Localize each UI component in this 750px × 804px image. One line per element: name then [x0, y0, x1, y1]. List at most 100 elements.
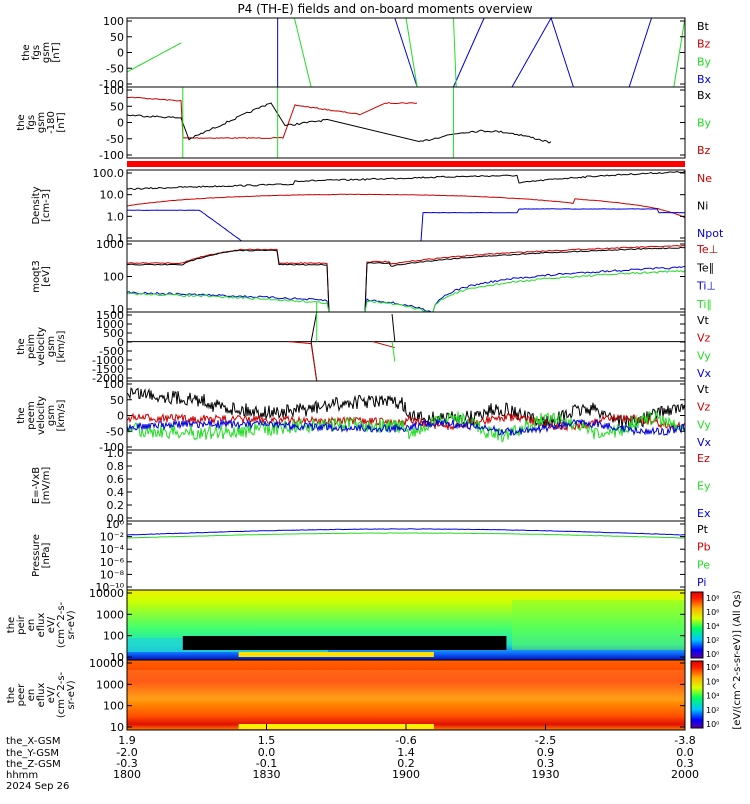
- y-label-line: [nPa]: [41, 542, 52, 568]
- colorbar-tick-label: 10⁰: [706, 720, 719, 729]
- legend-p4-3: Ti∥: [696, 298, 712, 311]
- trace-vx: [126, 418, 686, 436]
- trace-vt: [126, 387, 686, 430]
- y-label-line: fgs: [26, 115, 37, 130]
- colorbar-tick-label: 10⁸: [706, 663, 719, 672]
- y-axis-label: the peem velocity gsm [km/s]: [16, 396, 67, 435]
- y-label-line: Pressure: [31, 534, 42, 577]
- y-tick-label: 1.0: [107, 447, 125, 460]
- x-tick-label-y: 0.9: [537, 746, 555, 759]
- y-tick-label: 10: [110, 651, 124, 664]
- legend-p2-1: By: [697, 117, 712, 130]
- y-tick-label: 10⁻²: [100, 531, 124, 544]
- panel-p3: 100.0 10.0 1.0 0.1 Density [cm-3] Ne Ni Npot: [31, 167, 724, 245]
- y-label-line: eflux: [36, 683, 47, 708]
- y-tick-label: 10⁰: [106, 518, 125, 531]
- x-tick-label-t: 1830: [253, 768, 281, 781]
- figure-title: P4 (TH-E) fields and on-board moments ov…: [237, 2, 532, 16]
- legend-p7-0: Ez: [697, 452, 710, 465]
- y-tick-label: 1.0: [107, 210, 125, 223]
- y-tick-label: 10.0: [100, 189, 125, 202]
- y-tick-label: 100: [103, 271, 124, 284]
- y-label-line: gsm: [36, 112, 47, 133]
- y-label-line: eV/: [46, 686, 57, 703]
- colorbar-tick-label: 10²: [706, 636, 719, 645]
- y-label-line: gsm: [46, 405, 57, 426]
- x-tick-label-z: -0.3: [116, 757, 137, 770]
- legend-p6-2: Vy: [697, 418, 711, 431]
- colorbar-strip: [690, 660, 704, 729]
- y-tick-label: 50: [110, 100, 124, 113]
- spectrogram-gap: [182, 636, 507, 650]
- y-tick-label: 10⁻¹⁰: [95, 581, 124, 594]
- y-axis-label: E=-VxB [mV/m]: [31, 467, 52, 505]
- y-tick-label: 100: [103, 84, 124, 97]
- y-tick-label: -100: [99, 78, 124, 91]
- x-tick-label-z: -0.1: [256, 757, 277, 770]
- colorbar-tick-label: 10⁴: [706, 622, 719, 631]
- legend-p1-2: By: [697, 55, 712, 68]
- colorbar-label-text: [eV/(cm^2-s-sr-eV)] (All Qs): [732, 590, 743, 729]
- panel-p9: 10000 1000 100 10 the peir en eflux eV/(cm^2-s-s…: [6, 587, 686, 664]
- y-tick-label: -100: [99, 441, 124, 454]
- legend-p8-2: Pe: [697, 558, 710, 571]
- y-tick-label: 50: [110, 394, 124, 407]
- y-tick-label: 10⁻⁸: [100, 568, 125, 581]
- y-label-line: peer: [16, 683, 27, 707]
- panel-frame: [126, 86, 686, 159]
- legend-p3-1: Ni: [697, 200, 708, 213]
- y-label-line: peim: [26, 334, 37, 359]
- y-tick-label: 1000: [96, 318, 124, 331]
- y-label-line: fgs: [31, 45, 42, 60]
- legend-p3-0: Ne: [697, 172, 712, 185]
- y-tick-label: 10⁻⁶: [100, 556, 125, 569]
- trace-ti-par: [126, 269, 686, 313]
- y-label-line: eV/: [46, 616, 57, 633]
- x-tick-label-y: -2.0: [116, 746, 137, 759]
- y-axis-label: Density [cm-3]: [31, 186, 52, 224]
- x-row-label: hhmm: [6, 770, 38, 781]
- y-axis-label: the peim velocity gsm [km/s]: [16, 327, 67, 366]
- y-tick-label: 500: [103, 327, 124, 340]
- y-tick-label: 50: [110, 31, 124, 44]
- y-tick-label: -50: [106, 62, 124, 75]
- y-tick-label: 0.4: [107, 486, 125, 499]
- y-axis-label: the peer en eflux eV/(cm^2-s-sr-eV): [6, 671, 77, 718]
- x-tick-label-x: -0.6: [395, 734, 416, 747]
- x-tick-label-t: 1930: [532, 768, 560, 781]
- trace-vz: [126, 412, 686, 432]
- y-label-line: [km/s]: [56, 330, 67, 362]
- y-label-line: velocity: [36, 396, 47, 435]
- colorbar-tick-label: 10²: [706, 706, 719, 715]
- y-tick-label: 10000: [89, 587, 124, 600]
- colorbar-label: [eV/(cm^2-s-sr-eV)] (All Qs): [732, 590, 743, 729]
- y-tick-label: 100: [103, 700, 124, 713]
- y-tick-label: 0.0: [107, 512, 125, 525]
- panel-p1: 100 50 0 -50 -100 the fgs gsm [nT] Bt Bz By Bx: [21, 15, 712, 91]
- trace-vy: [126, 409, 686, 443]
- trace-pt: [126, 528, 685, 536]
- y-tick-label: 1000: [96, 238, 124, 251]
- trace-ne: [126, 193, 686, 219]
- y-tick-label: 0: [117, 47, 124, 60]
- y-label-line: peem: [26, 401, 37, 429]
- legend-p7-2: Ex: [697, 507, 711, 520]
- spectrogram-band: [512, 600, 685, 650]
- x-tick-label-y: 1.4: [397, 746, 415, 759]
- x-tick-label-y: 0.0: [676, 746, 694, 759]
- y-tick-label: 0: [117, 117, 124, 130]
- legend-p2-2: Bz: [697, 144, 711, 157]
- y-label-line: [km/s]: [56, 399, 67, 431]
- legend-p3-2: Npot: [697, 227, 724, 240]
- panel-frame: [126, 311, 686, 382]
- y-tick-label: 1000: [96, 608, 124, 621]
- colorbar-tick-label: 10⁰: [706, 650, 719, 659]
- y-tick-label: 0: [117, 410, 124, 423]
- legend-p6-0: Vt: [697, 383, 710, 396]
- y-tick-label: -500: [99, 345, 124, 358]
- x-row-label: the_Z-GSM: [6, 759, 61, 770]
- y-tick-label: 0.6: [107, 473, 125, 486]
- y-label-line: (cm^2-s-: [56, 601, 67, 648]
